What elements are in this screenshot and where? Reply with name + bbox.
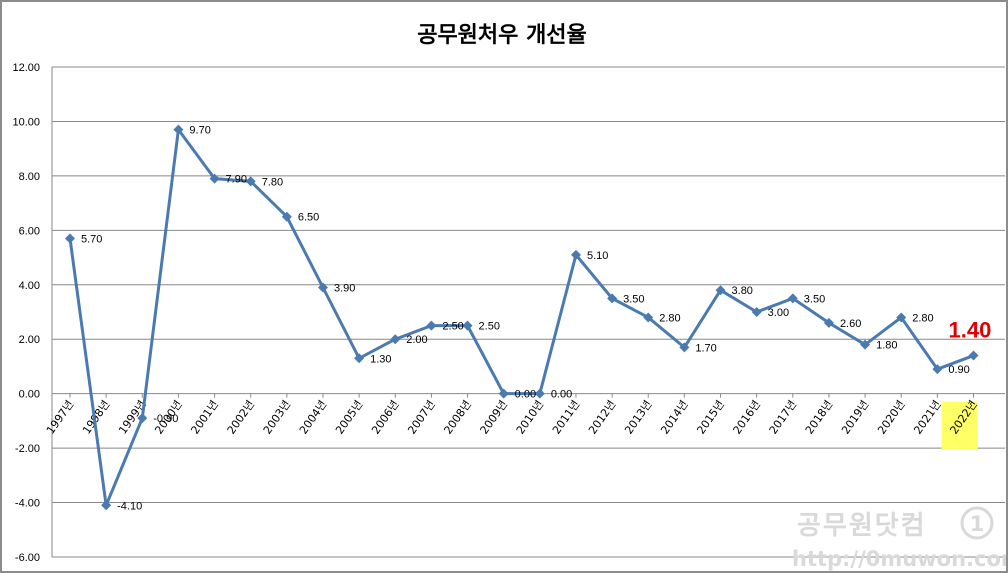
- x-tick-label: 2019년: [839, 398, 872, 437]
- x-tick-label: 2011년: [550, 398, 583, 437]
- x-tick-label: 2005년: [333, 398, 366, 437]
- x-tick-label: 2012년: [586, 398, 619, 437]
- watermark-url: http://0muwon.com: [792, 547, 1006, 571]
- data-point: [209, 173, 220, 184]
- data-label: 0.90: [948, 364, 969, 376]
- x-tick-label: 2009년: [478, 398, 511, 437]
- data-point: [607, 293, 618, 304]
- highlight-tick-background: [941, 401, 978, 450]
- data-labels: 5.70 -4.10 -0.90 9.70 7.90 7.80 6.50 3.90 1.30 2.…: [81, 125, 991, 513]
- x-tick-label: 2001년: [189, 398, 222, 437]
- data-label: 3.80: [732, 285, 753, 297]
- y-tick-label: 0.00: [19, 389, 40, 401]
- data-label: 3.50: [623, 293, 644, 305]
- x-tick-label: 2003년: [261, 398, 294, 437]
- y-tick-label: 10.00: [12, 116, 40, 128]
- data-point: [65, 233, 75, 244]
- y-tick-label: -6.00: [15, 552, 40, 564]
- watermark-badge: 1: [960, 506, 994, 540]
- x-tick-label: 2008년: [441, 398, 474, 437]
- gridlines: [51, 66, 1005, 558]
- data-label: 0.00: [515, 389, 536, 401]
- data-label: 3.90: [334, 283, 355, 295]
- data-point: [751, 307, 762, 317]
- x-tick-label: 2017년: [767, 398, 800, 437]
- data-point: [715, 285, 726, 296]
- data-point: [534, 388, 545, 399]
- data-label: 2.60: [840, 318, 861, 330]
- data-label: 0.00: [551, 389, 572, 401]
- data-label: 9.70: [189, 125, 210, 137]
- data-point: [570, 249, 581, 260]
- data-point: [173, 124, 184, 135]
- x-tick-label: 2014년: [658, 398, 691, 437]
- x-tick-label: 2021년: [911, 398, 944, 437]
- data-label: 2.80: [659, 312, 680, 324]
- data-label: 7.80: [262, 176, 283, 188]
- x-axis-ticks: 1997년 1998년 1999년 2000년 2001년 2002년 2003년 2004년…: [44, 398, 980, 450]
- data-point: [137, 413, 148, 424]
- data-label: 1.30: [370, 353, 391, 365]
- x-tick-label: 2004년: [297, 398, 330, 437]
- data-label: 5.70: [81, 234, 102, 246]
- data-label: 2.80: [912, 312, 933, 324]
- data-label: 2.50: [442, 321, 463, 333]
- x-tick-label: 1997년: [44, 398, 77, 437]
- y-tick-label: -2.00: [15, 443, 40, 455]
- x-tick-label: 2002년: [225, 398, 258, 437]
- x-tick-label: 2018년: [803, 398, 836, 437]
- y-tick-label: 2.00: [19, 334, 40, 346]
- data-label: 3.00: [768, 307, 789, 319]
- watermark-site-name: 공무원닷컴: [797, 511, 927, 541]
- data-point: [932, 364, 943, 375]
- data-label: -0.90: [153, 413, 178, 425]
- data-label: 1.70: [695, 342, 716, 354]
- data-point: [860, 339, 871, 350]
- data-point: [462, 320, 473, 331]
- x-tick-label: 2015년: [694, 398, 727, 437]
- data-point: [281, 211, 292, 222]
- data-label: 2.50: [479, 321, 500, 333]
- data-point: [101, 500, 112, 511]
- data-point: [896, 312, 907, 323]
- y-axis-ticks: 12.00 10.00 8.00 6.00 4.00 2.00 0.00 -2.00 -4.00…: [12, 62, 40, 564]
- watermark-badge-text: 1: [970, 512, 985, 536]
- y-tick-label: 6.00: [19, 225, 40, 237]
- data-point: [823, 317, 834, 328]
- data-point: [679, 342, 690, 353]
- data-point: [968, 350, 979, 361]
- data-label: 5.10: [587, 250, 608, 262]
- y-tick-label: 8.00: [19, 171, 40, 183]
- data-point: [245, 176, 256, 187]
- data-label: 7.90: [226, 174, 247, 186]
- data-point: [390, 334, 401, 345]
- data-point: [317, 282, 328, 293]
- x-tick-label: 2013년: [622, 398, 655, 437]
- y-tick-label: 12.00: [12, 62, 40, 74]
- watermark: 공무원닷컴 1 http://0muwon.com: [792, 506, 1006, 571]
- x-tick-label: 2020년: [875, 398, 908, 437]
- data-point: [498, 388, 509, 399]
- data-label: 2.00: [406, 334, 427, 346]
- data-label: 3.50: [804, 293, 825, 305]
- data-label: -4.10: [117, 500, 142, 512]
- x-tick-label: 2006년: [369, 398, 402, 437]
- data-label-highlight: 1.40: [949, 318, 992, 343]
- data-point: [787, 293, 798, 304]
- x-tick-label: 2010년: [514, 398, 547, 437]
- series-line: [65, 124, 979, 511]
- chart-title: 공무원처우 개선율: [417, 23, 587, 48]
- data-point: [354, 353, 365, 364]
- data-label: 6.50: [298, 212, 319, 224]
- series-polyline: [68, 128, 975, 507]
- y-tick-label: -4.00: [15, 498, 40, 510]
- x-tick-label: 2007년: [405, 398, 438, 437]
- data-point: [426, 320, 437, 331]
- y-tick-label: 4.00: [19, 280, 40, 292]
- data-label: 1.80: [876, 340, 897, 352]
- data-point: [643, 312, 654, 323]
- x-tick-label: 2016년: [731, 398, 764, 437]
